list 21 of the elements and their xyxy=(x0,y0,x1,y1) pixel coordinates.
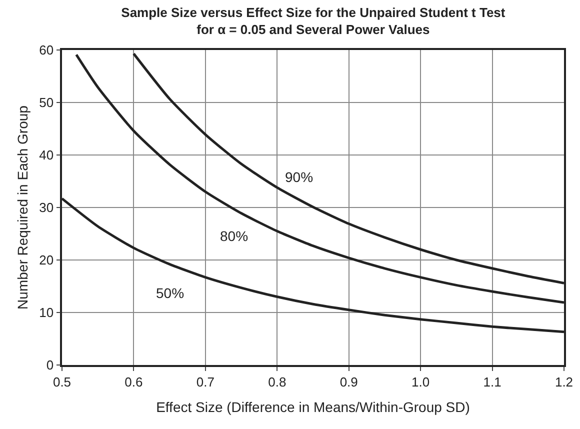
y-tick-label: 0 xyxy=(46,358,54,373)
y-tick-label: 50 xyxy=(39,95,54,110)
annotation: 90% xyxy=(285,169,314,185)
y-tick-label: 40 xyxy=(39,148,54,163)
y-tick-label: 10 xyxy=(39,305,54,320)
x-tick-label: 0.8 xyxy=(268,374,286,390)
x-tick-label: 0.9 xyxy=(340,374,358,390)
x-tick-label: 1.0 xyxy=(412,374,430,390)
x-tick-label: 0.6 xyxy=(124,374,143,390)
x-tick-label: 0.7 xyxy=(196,374,214,390)
x-tick-label: 1.1 xyxy=(483,374,502,390)
y-tick-label: 60 xyxy=(39,42,54,58)
y-tick-label: 30 xyxy=(39,200,54,216)
annotation: 80% xyxy=(220,228,248,244)
x-tick-label: 1.2 xyxy=(554,374,574,390)
annotation: 50% xyxy=(156,285,184,301)
y-tick-label: 20 xyxy=(39,252,54,268)
x-tick-label: 0.5 xyxy=(52,374,72,390)
chart-title: Sample Size versus Effect Size for the Unpaired Student t Test for α = 0.05 and Several Power Values xyxy=(121,5,506,38)
y-axis-title: Number Required in Each Group xyxy=(14,105,30,310)
x-axis-title: Effect Size (Difference in Means/Within-Group SD) xyxy=(156,399,470,416)
